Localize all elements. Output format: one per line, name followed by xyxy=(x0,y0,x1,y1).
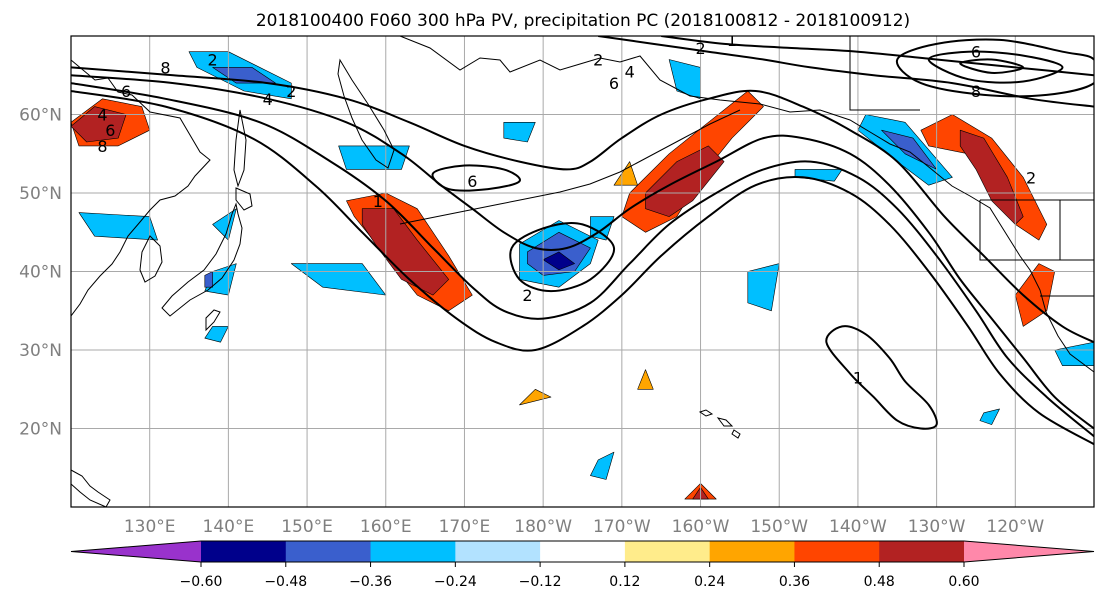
map-frame xyxy=(70,35,1095,508)
pv-contour-5 xyxy=(431,164,521,192)
coastlines xyxy=(71,36,1094,507)
precip-region-32 xyxy=(747,263,780,312)
precip-region-5 xyxy=(645,145,725,217)
colorbar-segment-1 xyxy=(201,541,287,562)
precip-region-18 xyxy=(542,251,575,271)
pv-contour-2 xyxy=(71,82,1094,438)
precip-region-25 xyxy=(204,271,213,288)
pv-contour-label-12: 4 xyxy=(625,62,635,81)
lat-tick-label-2: 40°N xyxy=(19,263,62,283)
precip-region-33 xyxy=(590,451,615,480)
colorbar-segment-7 xyxy=(709,541,795,562)
lat-tick-label-3: 50°N xyxy=(19,184,62,204)
lon-tick-label-4: 170°E xyxy=(439,517,491,537)
pv-contour-label-14: 2 xyxy=(695,39,705,58)
precip-region-26 xyxy=(204,326,229,343)
colorbar-segment-5 xyxy=(540,541,626,562)
pv-contour-label-9: 1 xyxy=(373,192,383,211)
pv-contours xyxy=(71,36,1094,446)
pv-contour-label-4: 8 xyxy=(160,58,170,77)
precip-region-12 xyxy=(637,369,654,390)
lat-tick-label-4: 60°N xyxy=(19,106,62,126)
colorbar-segment-9 xyxy=(879,541,965,562)
pv-contour-10 xyxy=(598,36,1094,108)
precip-region-27 xyxy=(212,208,237,241)
lon-tick-label-10: 130°W xyxy=(908,517,966,537)
pv-contour-label-18: 2 xyxy=(1026,168,1036,187)
pv-contour-1 xyxy=(71,74,1094,430)
colorbar-label-7: 0.36 xyxy=(779,574,810,590)
pv-contour-label-7: 2 xyxy=(286,82,296,101)
lon-tick-label-9: 140°W xyxy=(829,517,887,537)
precip-region-35 xyxy=(979,408,1000,425)
pv-contour-label-16: 8 xyxy=(971,82,981,101)
lat-tick-label-0: 20°N xyxy=(19,420,62,440)
pv-contour-label-19: 1 xyxy=(853,368,863,387)
precip-region-3 xyxy=(361,208,450,296)
precip-region-1 xyxy=(71,106,127,143)
colorbar-segment-2 xyxy=(285,541,372,562)
pv-contour-label-0: 6 xyxy=(121,82,131,101)
colorbar-segment-3 xyxy=(370,541,456,562)
pv-contour-8 xyxy=(927,50,1064,84)
pv-contour-label-17: 6 xyxy=(971,43,981,62)
colorbar-label-2: −0.36 xyxy=(349,574,392,590)
pv-contour-label-15: 1 xyxy=(727,31,737,50)
pv-contour-label-1: 8 xyxy=(97,137,107,156)
pv-contour-7 xyxy=(895,38,1094,98)
lon-tick-label-6: 170°W xyxy=(593,517,651,537)
pv-contour-label-8: 6 xyxy=(467,172,477,191)
colorbar-label-9: 0.60 xyxy=(948,574,979,590)
colorbar: −0.60 −0.48 −0.36 −0.24 −0.12 0.12 0.24 0.36 0.4… xyxy=(70,540,1095,590)
colorbar-extend-min xyxy=(71,541,201,562)
colorbar-label-8: 0.48 xyxy=(864,574,895,590)
colorbar-label-1: −0.48 xyxy=(264,574,307,590)
colorbar-label-5: 0.12 xyxy=(609,574,640,590)
axis-tick-labels: 130°E 140°E 150°E 160°E 170°E 180°W 170°W 160°W… xyxy=(19,106,1044,538)
lon-tick-label-11: 120°W xyxy=(986,517,1044,537)
pv-contour-3 xyxy=(71,90,1094,446)
colorbar-segment-4 xyxy=(455,541,541,562)
pv-contour-label-10: 2 xyxy=(522,286,532,305)
precip-region-8 xyxy=(1014,263,1055,327)
lon-tick-label-3: 160°E xyxy=(360,517,412,537)
colorbar-segment-6 xyxy=(624,541,711,562)
colorbar-label-6: 0.24 xyxy=(694,574,725,590)
colorbar-label-3: −0.24 xyxy=(434,574,477,590)
lon-tick-label-5: 180°W xyxy=(514,517,572,537)
colorbar-segment-8 xyxy=(794,541,880,562)
lon-tick-label-2: 150°E xyxy=(281,517,333,537)
lon-tick-label-0: 130°E xyxy=(124,517,176,537)
precip-region-28 xyxy=(503,122,536,143)
pv-contour-label-13: 6 xyxy=(609,74,619,93)
lat-tick-label-1: 30°N xyxy=(19,341,62,361)
colorbar-label-4: −0.12 xyxy=(519,574,562,590)
lon-tick-label-8: 150°W xyxy=(750,517,808,537)
pv-contour-label-11: 2 xyxy=(593,51,603,70)
pv-contour-label-2: 4 xyxy=(97,106,107,125)
pv-contour-11 xyxy=(661,36,1094,77)
map-title: 2018100400 F060 300 hPa PV, precipitatio… xyxy=(256,11,910,31)
lon-tick-label-7: 160°W xyxy=(672,517,730,537)
colorbar-label-0: −0.60 xyxy=(180,574,223,590)
precip-region-21 xyxy=(78,212,158,241)
pv-contour-label-5: 2 xyxy=(208,51,218,70)
colorbar-extend-max xyxy=(964,541,1094,562)
pv-contour-6 xyxy=(509,222,616,293)
precip-region-34 xyxy=(1054,341,1094,367)
pv-contour-4 xyxy=(825,325,938,430)
pv-contour-label-3: 6 xyxy=(105,121,115,140)
lon-tick-label-1: 140°E xyxy=(203,517,255,537)
pv-contour-label-6: 4 xyxy=(263,90,273,109)
pv-contour-0 xyxy=(71,66,1094,344)
